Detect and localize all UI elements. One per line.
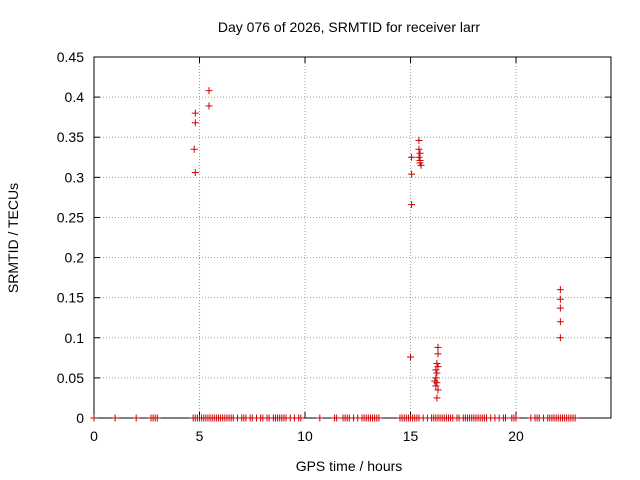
data-point bbox=[571, 414, 579, 422]
chart-title: Day 076 of 2026, SRMTID for receiver lar… bbox=[218, 19, 481, 35]
y-tick-label: 0.1 bbox=[65, 330, 85, 346]
data-point bbox=[433, 379, 441, 387]
y-tick-label: 0.2 bbox=[65, 250, 85, 266]
x-axis-label: GPS time / hours bbox=[296, 458, 403, 474]
data-point bbox=[433, 359, 441, 367]
data-point bbox=[556, 318, 564, 326]
x-tick-label: 10 bbox=[297, 428, 313, 444]
data-point bbox=[90, 414, 98, 422]
data-point bbox=[432, 366, 440, 374]
x-tick-label: 15 bbox=[403, 428, 419, 444]
data-point bbox=[205, 87, 213, 95]
data-point bbox=[432, 374, 440, 382]
data-point bbox=[297, 414, 305, 422]
tick-layer: 0 0.05 0.1 0.15 0.2 0.25 0.3 0.35 0.4 0.45 0 5 10 15 2… bbox=[57, 49, 611, 444]
data-point bbox=[556, 286, 564, 294]
data-point bbox=[512, 414, 520, 422]
data-point bbox=[433, 369, 441, 377]
y-tick-label: 0.4 bbox=[65, 89, 85, 105]
data-point bbox=[408, 201, 416, 209]
data-point bbox=[432, 382, 440, 390]
y-tick-label: 0.05 bbox=[57, 370, 84, 386]
y-axis-label: SRMTID / TECUs bbox=[5, 183, 21, 293]
data-point bbox=[434, 350, 442, 358]
data-point bbox=[408, 170, 416, 178]
data-point bbox=[433, 394, 441, 402]
data-point bbox=[407, 353, 415, 361]
y-tick-label: 0.25 bbox=[57, 209, 84, 225]
data-point bbox=[556, 334, 564, 342]
data-point bbox=[375, 414, 383, 422]
data-point bbox=[191, 109, 199, 117]
x-tick-label: 0 bbox=[90, 428, 98, 444]
data-point bbox=[556, 295, 564, 303]
data-point bbox=[415, 153, 423, 161]
data-point bbox=[416, 149, 424, 157]
data-point bbox=[501, 414, 509, 422]
y-tick-label: 0.35 bbox=[57, 129, 84, 145]
data-point bbox=[111, 414, 119, 422]
data-points bbox=[90, 87, 579, 422]
y-tick-label: 0.45 bbox=[57, 49, 84, 65]
y-tick-label: 0 bbox=[76, 410, 84, 426]
data-point bbox=[316, 414, 324, 422]
data-point bbox=[191, 119, 199, 127]
data-point bbox=[556, 304, 564, 312]
data-point bbox=[153, 414, 161, 422]
data-point bbox=[190, 145, 198, 153]
data-point bbox=[408, 153, 416, 161]
data-point bbox=[333, 414, 341, 422]
data-point bbox=[132, 414, 140, 422]
data-point bbox=[415, 145, 423, 153]
x-tick-label: 20 bbox=[508, 428, 524, 444]
data-point bbox=[415, 136, 423, 144]
data-point bbox=[417, 161, 425, 169]
y-tick-label: 0.15 bbox=[57, 290, 84, 306]
x-tick-label: 5 bbox=[196, 428, 204, 444]
data-point bbox=[191, 169, 199, 177]
data-point bbox=[434, 386, 442, 394]
data-point bbox=[205, 102, 213, 110]
data-point bbox=[434, 343, 442, 351]
y-tick-label: 0.3 bbox=[65, 169, 85, 185]
